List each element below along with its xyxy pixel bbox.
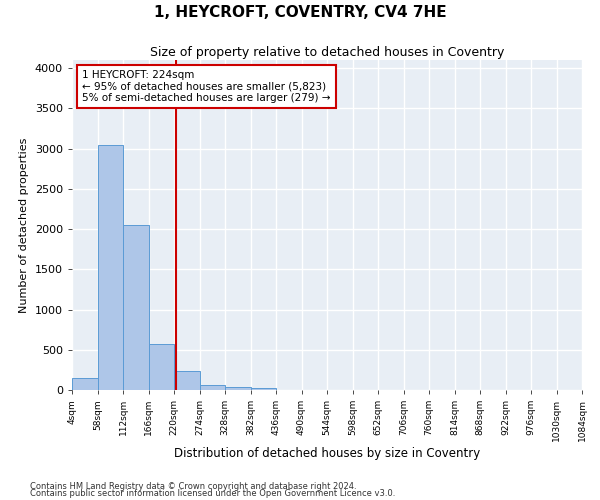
Bar [225, 387, 251, 390]
Text: 1, HEYCROFT, COVENTRY, CV4 7HE: 1, HEYCROFT, COVENTRY, CV4 7HE [154, 5, 446, 20]
Title: Size of property relative to detached houses in Coventry: Size of property relative to detached ho… [150, 46, 504, 59]
Bar [174, 371, 199, 390]
Bar [251, 388, 276, 390]
Bar [97, 144, 123, 390]
Y-axis label: Number of detached properties: Number of detached properties [19, 138, 29, 312]
Text: Contains public sector information licensed under the Open Government Licence v3: Contains public sector information licen… [30, 489, 395, 498]
Bar [123, 225, 149, 390]
X-axis label: Distribution of detached houses by size in Coventry: Distribution of detached houses by size … [174, 446, 480, 460]
Bar [72, 378, 97, 390]
Text: 1 HEYCROFT: 224sqm
← 95% of detached houses are smaller (5,823)
5% of semi-detac: 1 HEYCROFT: 224sqm ← 95% of detached hou… [82, 70, 331, 103]
Text: Contains HM Land Registry data © Crown copyright and database right 2024.: Contains HM Land Registry data © Crown c… [30, 482, 356, 491]
Bar [149, 344, 174, 390]
Bar [199, 385, 225, 390]
